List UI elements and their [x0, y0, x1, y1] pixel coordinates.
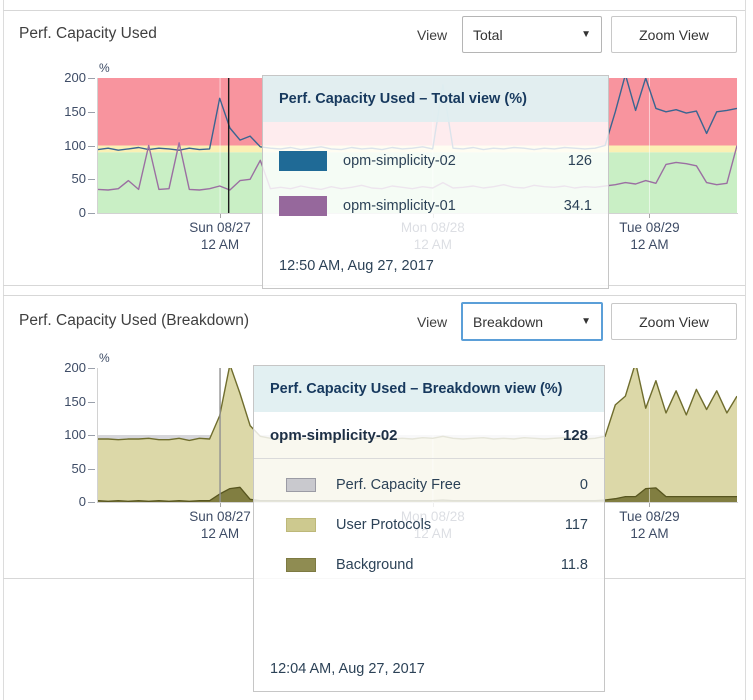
tooltip-total-view: Perf. Capacity Used – Total view (%) opm… — [262, 75, 609, 289]
y-axis-label: 150 — [64, 393, 86, 409]
zoom-view-button-total[interactable]: Zoom View — [611, 16, 737, 53]
tooltip-title: Perf. Capacity Used – Breakdown view (%) — [254, 366, 604, 412]
y-axis-label: 100 — [64, 427, 86, 442]
tooltip-timestamp: 12:50 AM, Aug 27, 2017 — [279, 258, 434, 274]
y-axis-tick — [88, 502, 95, 503]
y-axis-tick — [88, 179, 95, 181]
series-value: 34.1 — [563, 197, 592, 214]
view-select-value: Breakdown — [473, 313, 544, 330]
series-value: 11.8 — [560, 557, 588, 573]
panel-total-top-border — [3, 10, 745, 11]
y-axis-label: 0 — [78, 205, 86, 220]
y-axis-label: 200 — [64, 70, 86, 85]
panel-title-total: Perf. Capacity Used — [19, 25, 157, 42]
chevron-down-icon: ▼ — [581, 316, 591, 327]
y-axis-tick — [88, 468, 95, 470]
x-axis-label: Sun 08/27 12 AM — [189, 220, 251, 252]
panel-title-breakdown: Perf. Capacity Used (Breakdown) — [19, 312, 250, 329]
y-axis-tick — [88, 213, 95, 214]
tooltip-title: Perf. Capacity Used – Total view (%) — [263, 76, 608, 122]
view-label: View — [417, 314, 448, 330]
series-label: Perf. Capacity Free — [336, 477, 461, 493]
view-select-value: Total — [473, 26, 503, 43]
series-swatch-opm-simplicity-01 — [279, 195, 327, 216]
frame-left-border — [3, 0, 4, 700]
x-axis-tick — [220, 214, 222, 218]
tooltip-series-row: Perf. Capacity Free 0 — [254, 465, 604, 505]
y-axis-label: 100 — [64, 137, 86, 153]
chevron-down-icon: ▼ — [581, 29, 591, 40]
series-swatch-perf-capacity-free — [286, 478, 316, 492]
y-axis-label: 50 — [71, 171, 86, 187]
tooltip-timestamp: 12:04 AM, Aug 27, 2017 — [270, 661, 425, 677]
y-axis-line — [97, 78, 98, 213]
view-label: View — [417, 27, 448, 43]
y-axis-line — [97, 368, 98, 502]
x-axis-label: Sun 08/27 12 AM — [189, 509, 251, 541]
tooltip-series-row: User Protocols 117 — [254, 505, 604, 545]
y-axis-label: 150 — [64, 103, 86, 119]
node-total-value: 128 — [562, 427, 588, 444]
y-axis-tick — [88, 145, 95, 147]
y-axis-tick — [88, 435, 95, 436]
view-select-breakdown[interactable]: Breakdown ▼ — [461, 302, 603, 341]
y-axis-tick — [88, 78, 95, 79]
y-axis-label: 50 — [71, 460, 86, 476]
tooltip-series-row: Background 11.8 — [254, 545, 604, 585]
node-label: opm-simplicity-02 — [270, 427, 398, 444]
series-value: 126 — [567, 152, 592, 169]
series-value: 117 — [564, 517, 588, 533]
tooltip-breakdown-view: Perf. Capacity Used – Breakdown view (%)… — [253, 365, 605, 692]
series-label: opm-simplicity-01 — [343, 197, 456, 214]
y-axis-label: 0 — [78, 494, 86, 509]
x-axis-label: Tue 08/29 12 AM — [619, 509, 680, 541]
tooltip-series-row: opm-simplicity-02 126 — [263, 138, 608, 183]
tooltip-series-row: opm-simplicity-01 34.1 — [263, 183, 608, 228]
tooltip-node-total-row: opm-simplicity-02 128 — [254, 412, 604, 459]
y-axis-label: 200 — [64, 360, 86, 375]
series-swatch-user-protocols — [286, 518, 316, 532]
y-axis-unit-label: % — [99, 61, 110, 75]
series-swatch-opm-simplicity-02 — [279, 150, 327, 171]
series-label: User Protocols — [336, 517, 432, 533]
frame-right-border — [745, 0, 746, 700]
series-swatch-background — [286, 558, 316, 572]
series-label: Background — [336, 557, 414, 573]
series-label: opm-simplicity-02 — [343, 152, 456, 169]
view-select-total[interactable]: Total ▼ — [462, 16, 602, 53]
x-axis-label: Tue 08/29 12 AM — [619, 220, 680, 252]
zoom-view-button-breakdown[interactable]: Zoom View — [611, 303, 737, 340]
tooltip-rows: opm-simplicity-02 126 opm-simplicity-01 … — [263, 138, 608, 228]
y-axis-tick — [88, 111, 95, 113]
tooltip-rows: Perf. Capacity Free 0 User Protocols 117… — [254, 465, 604, 585]
y-axis-tick — [88, 401, 95, 403]
x-axis-tick — [649, 503, 651, 507]
y-axis-unit-label: % — [99, 351, 110, 365]
series-value: 0 — [579, 477, 588, 493]
x-axis-tick — [220, 503, 222, 507]
y-axis-tick — [88, 368, 95, 369]
x-axis-tick — [649, 214, 651, 218]
panel-breakdown-top-border — [3, 295, 745, 296]
